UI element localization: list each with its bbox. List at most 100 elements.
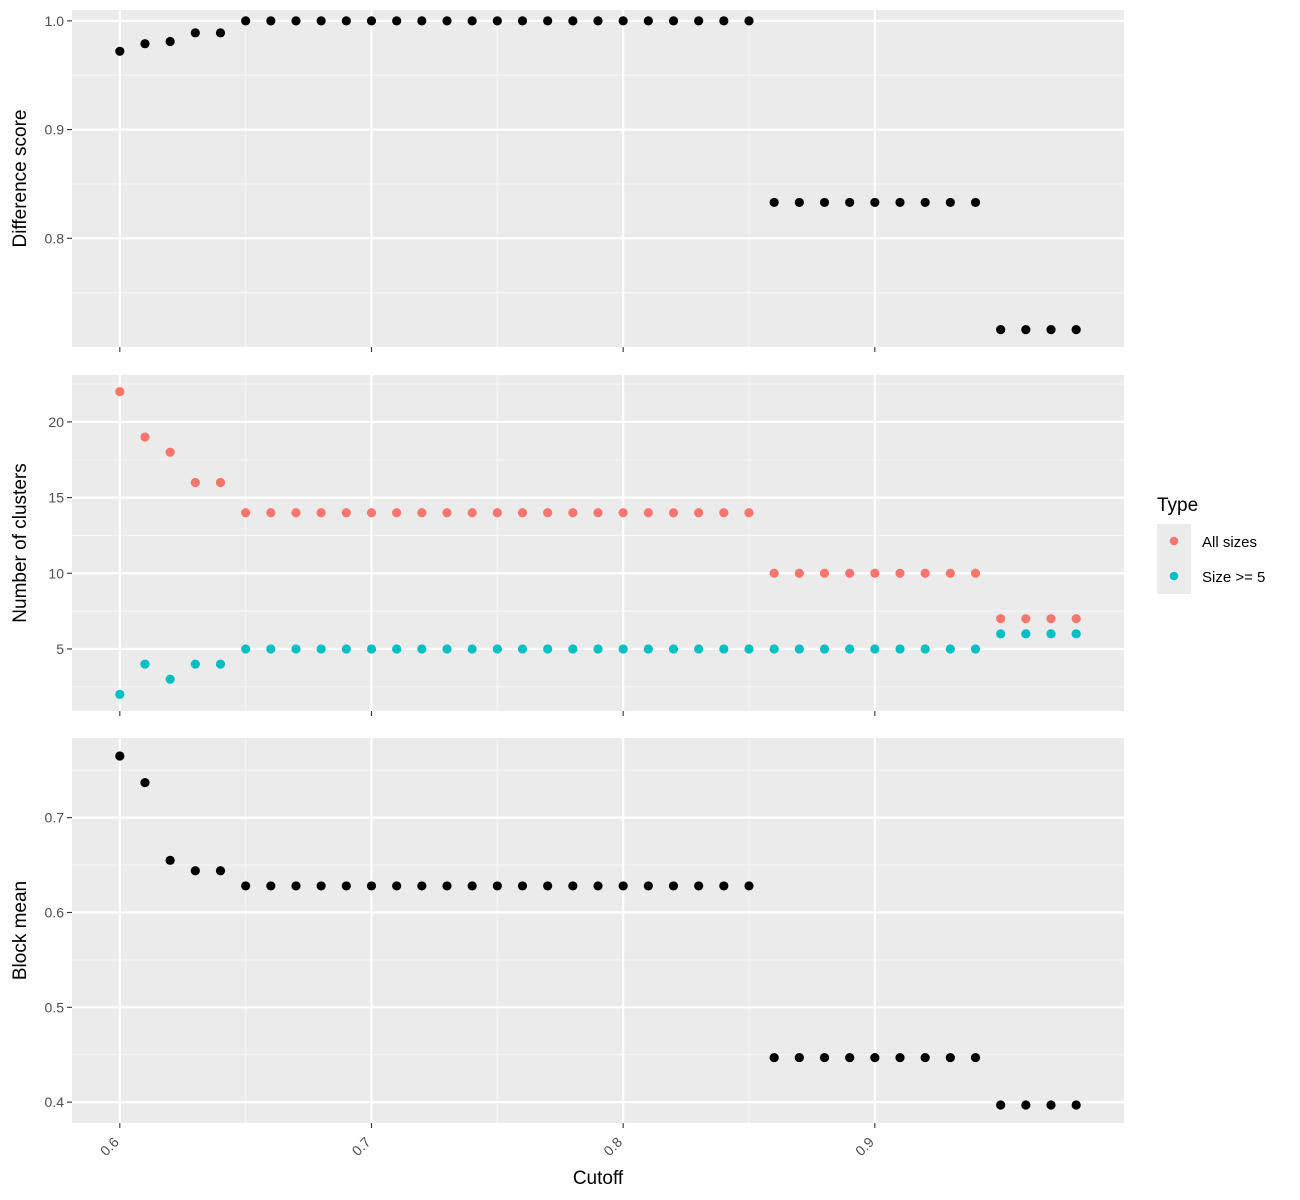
- data-point: [266, 508, 276, 518]
- panel-difference-score: 0.8 0.9 1.0 Difference score: [10, 10, 1124, 352]
- data-point: [920, 644, 930, 654]
- legend-key-background: [1157, 524, 1191, 594]
- data-point: [1071, 629, 1081, 639]
- data-point: [970, 197, 981, 208]
- data-point: [970, 568, 981, 578]
- data-point: [467, 881, 477, 891]
- data-point: [618, 508, 628, 518]
- y-tick-label: 0.7: [45, 810, 65, 826]
- data-point: [945, 197, 955, 208]
- legend: Type All sizes Size >= 5: [1157, 495, 1265, 594]
- data-point: [417, 881, 427, 891]
- data-point: [190, 28, 200, 38]
- series-size-5: [115, 629, 1081, 699]
- data-point: [694, 508, 704, 518]
- data-point: [668, 881, 679, 891]
- y-tick-label: 0.5: [45, 999, 65, 1015]
- x-tick-label: 0.9: [852, 1134, 877, 1159]
- data-point: [140, 39, 150, 49]
- data-point: [215, 28, 226, 38]
- data-point: [266, 16, 276, 26]
- y-tick-label: 1.0: [45, 13, 65, 29]
- data-point: [895, 1052, 905, 1063]
- data-point: [165, 855, 175, 865]
- data-point: [366, 508, 377, 518]
- data-point: [769, 197, 779, 208]
- y-tick-label: 15: [48, 490, 64, 506]
- data-point: [467, 508, 477, 518]
- legend-label-all-sizes: All sizes: [1202, 534, 1257, 551]
- data-point: [819, 644, 830, 654]
- data-point: [794, 1052, 804, 1063]
- data-point: [719, 881, 729, 891]
- panel-number-of-clusters: 5 10 15 20 Number of clusters: [10, 375, 1124, 716]
- data-point: [366, 16, 377, 26]
- data-point: [568, 508, 578, 518]
- data-point: [920, 197, 930, 208]
- data-point: [1021, 325, 1031, 335]
- data-point: [895, 644, 905, 654]
- chart-panels: 0.8 0.9 1.0 Difference score 5 10 15 20 Number o…: [10, 10, 1124, 1159]
- legend-title: Type: [1157, 495, 1198, 516]
- data-point: [794, 197, 804, 208]
- data-point: [241, 508, 251, 518]
- data-point: [618, 881, 628, 891]
- legend-label-size-ge-5: Size >= 5: [1202, 569, 1265, 586]
- data-point: [341, 881, 351, 891]
- y-tick-label: 5: [56, 641, 64, 657]
- data-point: [845, 197, 855, 208]
- y-axis-title-difference-score: Difference score: [10, 110, 31, 248]
- data-point: [492, 881, 502, 891]
- y-tick-label: 0.9: [45, 122, 65, 138]
- data-point: [845, 568, 855, 578]
- data-point: [1046, 614, 1056, 624]
- data-point: [417, 508, 427, 518]
- data-point: [115, 751, 125, 761]
- data-point: [819, 1052, 830, 1063]
- data-point: [1021, 614, 1031, 624]
- data-point: [215, 477, 226, 488]
- data-point: [190, 659, 200, 669]
- data-point: [996, 325, 1006, 335]
- data-point: [744, 16, 754, 26]
- data-point: [895, 568, 905, 578]
- data-point: [140, 659, 150, 669]
- data-point: [996, 614, 1006, 624]
- data-point: [694, 644, 704, 654]
- data-point: [140, 432, 150, 442]
- data-point: [568, 644, 578, 654]
- data-point: [794, 644, 804, 654]
- data-point: [341, 644, 351, 654]
- data-point: [870, 197, 880, 208]
- data-point: [341, 16, 351, 26]
- data-point: [1046, 1100, 1056, 1110]
- data-point: [467, 644, 477, 654]
- data-point: [266, 644, 276, 654]
- data-point: [291, 508, 301, 518]
- x-tick-label: 0.6: [97, 1134, 122, 1159]
- series-points: [115, 751, 1081, 1110]
- data-point: [593, 881, 603, 891]
- data-point: [769, 644, 779, 654]
- data-point: [945, 1052, 955, 1063]
- data-point: [190, 866, 200, 876]
- data-point: [291, 881, 301, 891]
- data-point: [316, 644, 326, 654]
- data-point: [316, 508, 326, 518]
- y-tick-label: 0.4: [45, 1094, 65, 1110]
- data-point: [1021, 629, 1031, 639]
- data-point: [492, 508, 502, 518]
- data-point: [1071, 325, 1081, 335]
- data-point: [694, 881, 704, 891]
- data-point: [442, 881, 452, 891]
- data-point: [442, 644, 452, 654]
- data-point: [341, 508, 351, 518]
- y-tick-label: 10: [48, 565, 64, 581]
- data-point: [593, 508, 603, 518]
- data-point: [694, 16, 704, 26]
- data-point: [115, 689, 125, 699]
- data-point: [517, 16, 528, 26]
- data-point: [870, 644, 880, 654]
- data-point: [668, 508, 679, 518]
- data-point: [190, 477, 200, 488]
